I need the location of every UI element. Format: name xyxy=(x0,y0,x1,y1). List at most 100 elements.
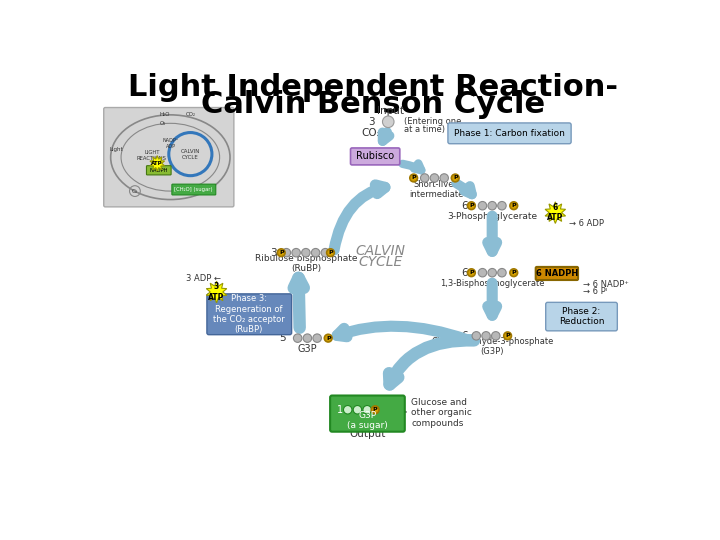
Text: P: P xyxy=(326,336,330,341)
Circle shape xyxy=(510,269,518,276)
Text: Phase 2:
Reduction: Phase 2: Reduction xyxy=(559,307,604,326)
FancyBboxPatch shape xyxy=(172,184,216,195)
Text: Calvin Benson Cycle: Calvin Benson Cycle xyxy=(201,90,545,119)
Circle shape xyxy=(478,268,487,277)
Circle shape xyxy=(510,202,518,210)
Text: (Entering one: (Entering one xyxy=(404,117,461,126)
Circle shape xyxy=(467,202,475,210)
Circle shape xyxy=(467,269,475,276)
Circle shape xyxy=(311,248,320,257)
Text: Light: Light xyxy=(109,147,123,152)
FancyBboxPatch shape xyxy=(146,166,171,175)
Text: P: P xyxy=(373,407,377,412)
Text: NADPH: NADPH xyxy=(150,168,168,173)
Circle shape xyxy=(492,332,500,340)
Text: ATP: ATP xyxy=(151,161,163,166)
Text: 6: 6 xyxy=(461,331,467,341)
Circle shape xyxy=(343,406,352,414)
Text: Rubisco: Rubisco xyxy=(356,151,395,161)
Circle shape xyxy=(420,174,429,182)
Circle shape xyxy=(372,406,379,414)
Circle shape xyxy=(498,268,506,277)
Text: 1: 1 xyxy=(337,405,343,415)
Polygon shape xyxy=(545,202,566,224)
Text: 6: 6 xyxy=(461,268,467,278)
Circle shape xyxy=(488,201,496,210)
Text: Input: Input xyxy=(377,106,404,116)
Circle shape xyxy=(478,201,487,210)
Circle shape xyxy=(451,174,459,182)
Text: CO₂: CO₂ xyxy=(361,129,381,138)
Circle shape xyxy=(440,174,449,182)
Text: Glucose and
other organic
compounds: Glucose and other organic compounds xyxy=(411,398,472,428)
Text: O₂: O₂ xyxy=(159,121,166,126)
Circle shape xyxy=(302,248,310,257)
Text: G3P
(a sugar): G3P (a sugar) xyxy=(347,411,388,430)
Text: CALVIN
CYCLE: CALVIN CYCLE xyxy=(181,148,200,159)
Text: Ribulose bisphosphate
(RuBP): Ribulose bisphosphate (RuBP) xyxy=(255,254,357,273)
Circle shape xyxy=(472,332,480,340)
Text: P: P xyxy=(411,176,416,180)
Text: 6: 6 xyxy=(461,201,467,211)
FancyBboxPatch shape xyxy=(546,302,617,331)
Text: Phase 1: Carbon fixation: Phase 1: Carbon fixation xyxy=(454,129,564,138)
FancyBboxPatch shape xyxy=(207,294,292,335)
Text: 3: 3 xyxy=(270,248,276,258)
Text: NADP⁺: NADP⁺ xyxy=(163,138,179,143)
Text: → 6 ADP: → 6 ADP xyxy=(570,219,604,228)
Circle shape xyxy=(277,249,285,256)
Text: ADP: ADP xyxy=(166,144,176,149)
Text: Light Independent Reaction-: Light Independent Reaction- xyxy=(128,73,618,103)
Text: 1,3-Bisphosphoglycerate: 1,3-Bisphosphoglycerate xyxy=(440,279,544,288)
Polygon shape xyxy=(150,156,165,171)
Text: → 6 Pᴵ: → 6 Pᴵ xyxy=(583,287,607,296)
Text: P: P xyxy=(453,176,457,180)
Text: LIGHT
REACTIONS: LIGHT REACTIONS xyxy=(137,150,167,161)
Text: 6 NADPH: 6 NADPH xyxy=(536,269,578,278)
Text: 5: 5 xyxy=(279,333,286,343)
Text: P: P xyxy=(511,203,516,208)
Text: G3P: G3P xyxy=(297,344,318,354)
Text: → 6 NADP⁺: → 6 NADP⁺ xyxy=(583,280,629,289)
FancyBboxPatch shape xyxy=(448,123,571,144)
Circle shape xyxy=(488,268,496,277)
Circle shape xyxy=(294,334,302,342)
Text: P: P xyxy=(505,333,510,339)
Text: at a time): at a time) xyxy=(404,125,445,134)
Text: CALVIN: CALVIN xyxy=(356,244,405,258)
Circle shape xyxy=(292,248,300,257)
Text: CO₂: CO₂ xyxy=(185,112,195,117)
Polygon shape xyxy=(207,281,227,303)
Circle shape xyxy=(382,116,394,127)
Circle shape xyxy=(354,406,361,414)
FancyBboxPatch shape xyxy=(330,395,405,431)
Circle shape xyxy=(324,334,332,342)
Circle shape xyxy=(498,201,506,210)
Circle shape xyxy=(363,406,372,414)
Circle shape xyxy=(303,334,312,342)
Text: P: P xyxy=(469,270,474,275)
Circle shape xyxy=(482,332,490,340)
Text: 3-Phosphoglycerate: 3-Phosphoglycerate xyxy=(447,212,537,221)
Circle shape xyxy=(504,332,511,340)
Text: 3 ADP ←: 3 ADP ← xyxy=(186,274,221,284)
Text: C₃: C₃ xyxy=(132,188,138,193)
Circle shape xyxy=(321,248,330,257)
Text: P: P xyxy=(511,270,516,275)
Text: Output: Output xyxy=(349,429,386,440)
Text: P: P xyxy=(279,250,284,255)
Text: Glyceraldehyde-3-phosphate
(G3P): Glyceraldehyde-3-phosphate (G3P) xyxy=(431,337,554,356)
Text: Phase 3:
Regeneration of
the CO₂ acceptor
(RuBP): Phase 3: Regeneration of the CO₂ accepto… xyxy=(213,294,284,334)
Text: 3: 3 xyxy=(368,117,374,127)
Text: P: P xyxy=(469,203,474,208)
Circle shape xyxy=(410,174,418,182)
Text: [CH₂O] (sugar): [CH₂O] (sugar) xyxy=(174,187,212,192)
FancyBboxPatch shape xyxy=(351,148,400,165)
Text: H₂O: H₂O xyxy=(160,112,170,117)
Text: Short-lived
intermediate: Short-lived intermediate xyxy=(409,180,463,199)
Text: CYCLE: CYCLE xyxy=(359,255,402,269)
Text: 3
ATP: 3 ATP xyxy=(208,282,225,302)
Circle shape xyxy=(282,248,291,257)
Circle shape xyxy=(327,249,334,256)
Circle shape xyxy=(313,334,321,342)
